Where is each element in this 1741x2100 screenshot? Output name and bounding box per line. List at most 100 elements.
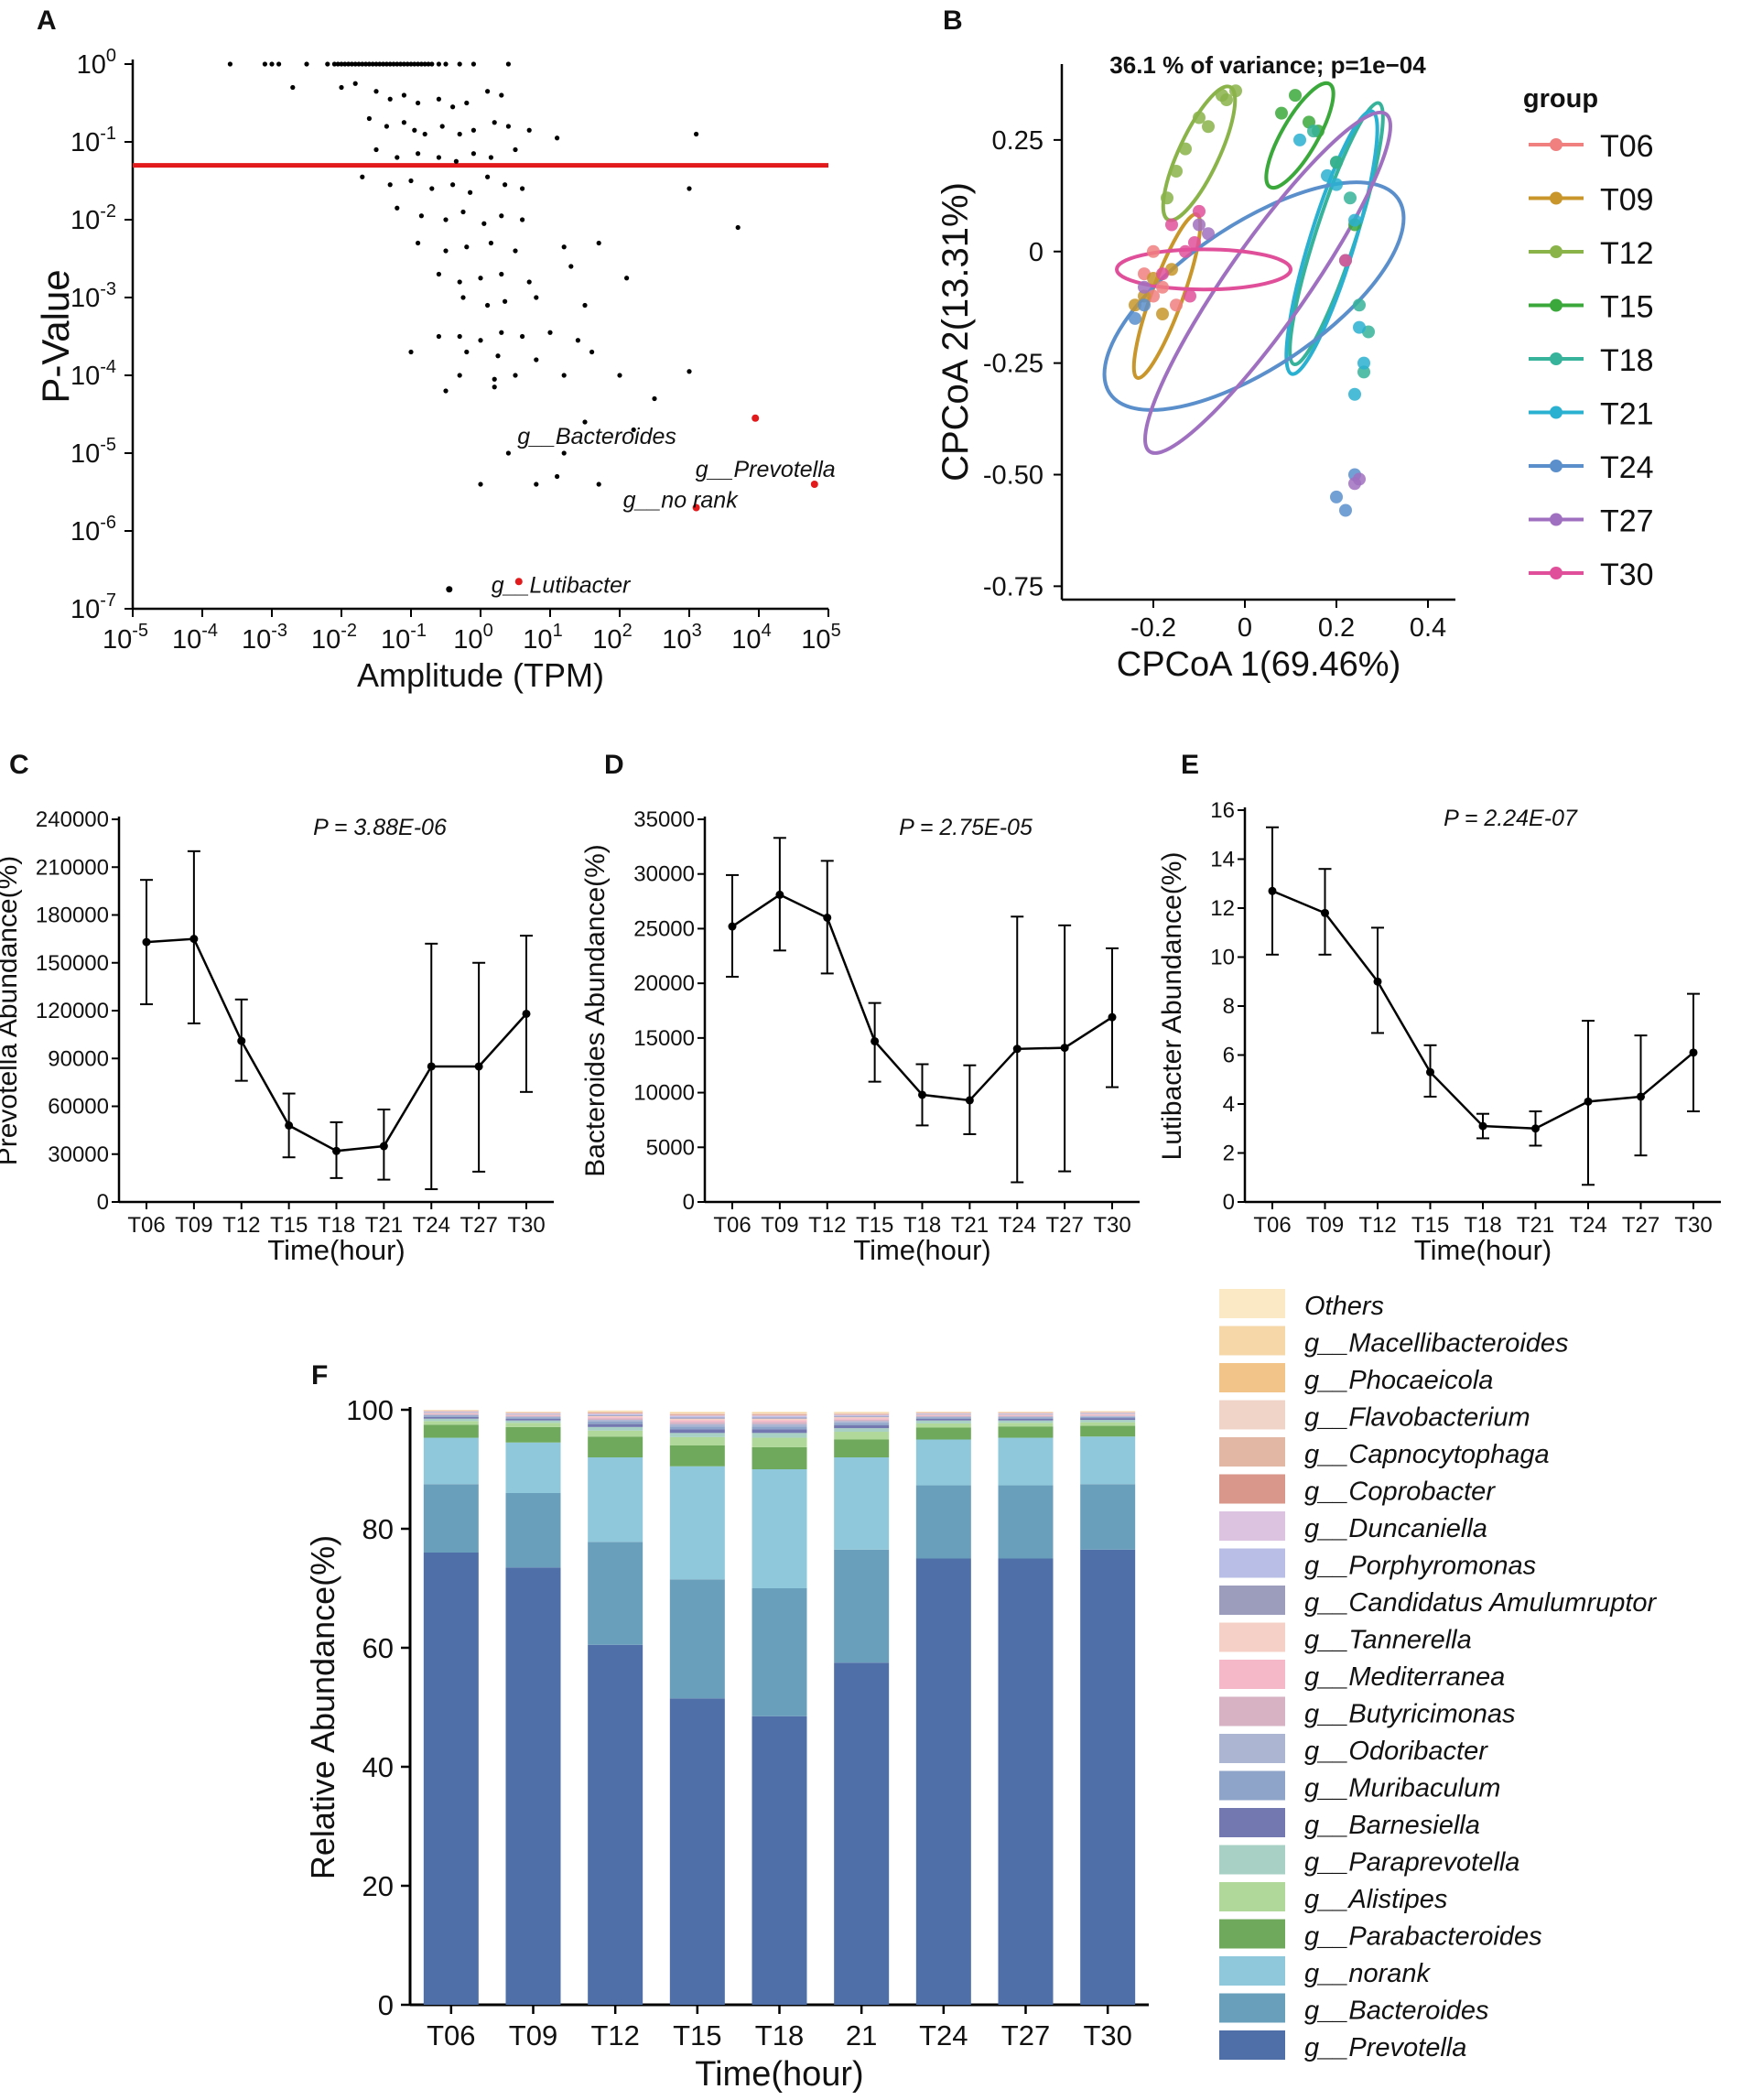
a-scatter-point — [499, 271, 504, 277]
b-scatter-point — [1147, 289, 1160, 303]
f-bar-segment — [423, 1412, 479, 1413]
chart-a-scatter: 10-5 10-4 10-3 10-2 10-1 100 101 102 103 104 10510… — [34, 46, 841, 694]
b-legend-swatch-dot — [1550, 245, 1563, 258]
c-y-tick-label: 60000 — [48, 1095, 109, 1120]
b-scatter-point — [1184, 289, 1196, 303]
a-scatter-point — [457, 131, 462, 137]
f-legend-swatch — [1219, 1363, 1285, 1392]
f-bar-segment — [752, 1412, 807, 1413]
b-scatter-point — [1156, 280, 1169, 294]
a-scatter-point — [352, 81, 358, 86]
a-scatter-point — [520, 217, 525, 222]
f-bar-segment — [915, 1413, 971, 1415]
f-legend-label: g__Alistipes — [1304, 1885, 1447, 1914]
b-legend-swatch-dot — [1550, 298, 1563, 312]
d-y-tick-label: 5000 — [646, 1135, 695, 1160]
a-x-tick-exponent: -5 — [132, 621, 148, 641]
chart-b-cpcoa: -0.2 0 0.2 0.4 0.25 0 -0.25 -0.50 -0.75 36.1 % of… — [935, 51, 1654, 684]
a-scatter-point — [387, 182, 393, 188]
f-legend-swatch — [1219, 1882, 1285, 1911]
a-x-tick-base: 10 — [103, 625, 132, 655]
f-bar-segment — [588, 1415, 643, 1418]
panel-letter-a: A — [37, 5, 57, 36]
f-y-tick-label: 60 — [362, 1632, 394, 1664]
a-scatter-point — [555, 135, 560, 141]
f-bar-segment — [752, 1433, 807, 1438]
d-y-tick-label: 0 — [683, 1190, 695, 1215]
f-bar-segment — [423, 1413, 479, 1414]
a-scatter-point — [346, 61, 351, 67]
a-scatter-point — [443, 217, 449, 222]
f-legend-swatch — [1219, 1400, 1285, 1430]
f-legend-label: g__Muribaculum — [1304, 1774, 1500, 1803]
a-scatter-point — [561, 373, 567, 378]
f-bar-segment — [915, 1416, 971, 1418]
a-scatter-point — [492, 120, 497, 125]
b-legend-swatch-dot — [1550, 567, 1563, 579]
a-y-tick-label: 10-1 — [70, 124, 116, 157]
d-data-point — [1060, 1044, 1069, 1053]
a-y-tick-label: 10-4 — [70, 357, 116, 391]
e-data-point — [1321, 908, 1329, 917]
e-x-tick-label: T24 — [1569, 1213, 1606, 1238]
f-bar-segment — [915, 1413, 971, 1414]
f-bar-segment — [669, 1422, 725, 1424]
panel-letter-d: D — [604, 750, 624, 780]
f-bar-segment — [588, 1423, 643, 1427]
a-scatter-point — [617, 373, 622, 378]
a-scatter-point — [436, 271, 441, 277]
f-bar-segment — [669, 1413, 725, 1414]
a-scatter-point — [395, 155, 400, 160]
f-bar-segment — [588, 1417, 643, 1419]
c-data-point — [142, 937, 151, 947]
b-legend-label: T06 — [1600, 129, 1654, 164]
a-highlight-point — [752, 414, 760, 422]
f-bar-segment — [669, 1436, 725, 1445]
a-scatter-point — [408, 178, 414, 184]
a-scatter-point — [561, 244, 567, 250]
a-scatter-point — [436, 333, 441, 340]
a-highlight-label: g__Lutibacter — [492, 572, 632, 598]
a-y-tick-base: 10 — [70, 206, 100, 235]
d-y-tick-label: 15000 — [633, 1026, 695, 1051]
a-scatter-point — [526, 279, 532, 285]
b-scatter-point — [1289, 89, 1302, 103]
d-x-tick-label: T30 — [1093, 1213, 1130, 1238]
b-group-ellipse — [1143, 110, 1392, 455]
f-bar-segment — [1080, 1413, 1136, 1414]
f-bar-segment — [588, 1412, 643, 1413]
f-bar-segment — [752, 1417, 807, 1419]
b-scatter-point — [1348, 387, 1361, 401]
b-scatter-point — [1353, 320, 1366, 334]
b-y-tick-label: -0.75 — [983, 572, 1044, 601]
a-y-tick-label: 10-5 — [70, 435, 116, 469]
f-bar-segment — [1080, 1436, 1136, 1485]
a-scatter-point — [360, 174, 365, 179]
a-scatter-point — [513, 373, 518, 378]
a-scatter-point — [443, 248, 449, 254]
a-scatter-point — [631, 427, 636, 433]
c-y-tick-label: 180000 — [36, 904, 109, 928]
a-scatter-point — [652, 395, 657, 402]
f-bar-segment — [505, 1416, 561, 1418]
a-scatter-point — [384, 61, 389, 67]
e-y-tick-label: 8 — [1223, 994, 1235, 1019]
f-x-tick-label: T15 — [673, 2019, 721, 2051]
b-scatter-point — [1330, 156, 1343, 169]
a-highlight-point — [692, 503, 700, 512]
c-x-axis-title: Time(hour) — [267, 1234, 405, 1266]
f-bar-segment — [915, 1427, 971, 1440]
e-data-point — [1426, 1067, 1434, 1077]
f-bar-segment — [752, 1469, 807, 1588]
a-y-tick-base: 10 — [77, 50, 106, 80]
f-bar-segment — [1080, 1425, 1136, 1437]
f-bar-segment — [834, 1415, 890, 1417]
a-y-tick-base: 10 — [70, 284, 100, 313]
b-scatter-point — [1147, 244, 1160, 258]
a-scatter-point — [335, 61, 341, 67]
f-bar-segment — [588, 1457, 643, 1543]
chart-c-prevotella-line: 0 30000 60000 90000 120000 150000 180000 210000… — [0, 807, 554, 1266]
f-legend-swatch — [1219, 1622, 1285, 1652]
f-bar-segment — [505, 1415, 561, 1417]
f-legend-swatch — [1219, 1586, 1285, 1615]
